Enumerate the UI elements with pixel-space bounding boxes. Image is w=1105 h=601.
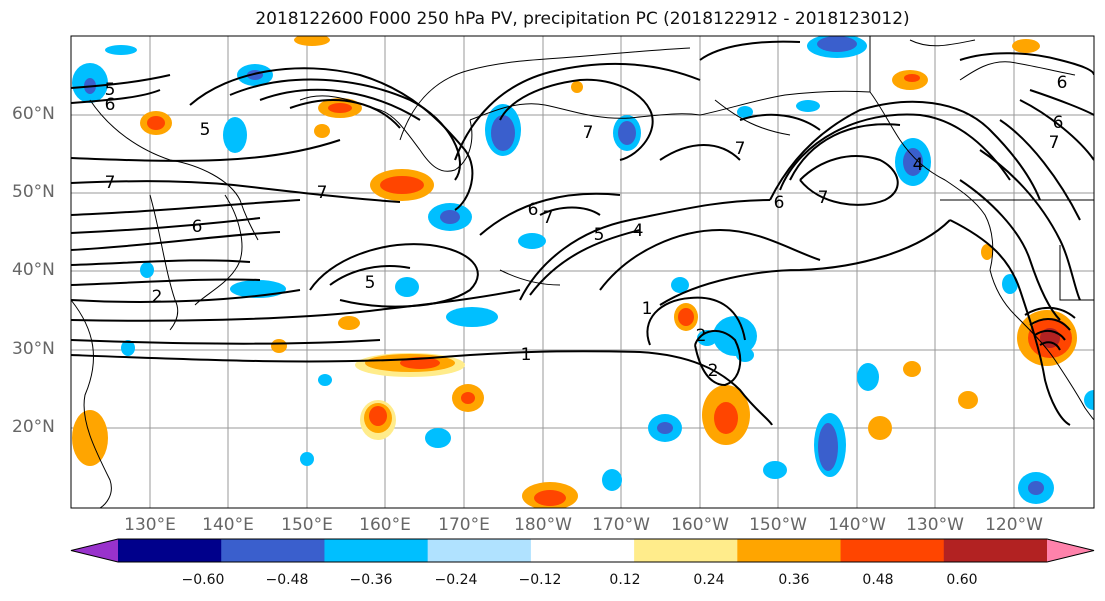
contour-label: 7 [735, 139, 746, 159]
colorbar-tick-label: 0.48 [862, 572, 894, 588]
contour-label: 6 [528, 200, 539, 220]
colorbar-segment [221, 539, 325, 562]
colorbar-tick-label: −0.48 [265, 572, 309, 588]
contour-label: 1 [642, 299, 653, 319]
lon-tick-label: 160°W [671, 515, 729, 535]
contour-label: 2 [152, 287, 163, 307]
lon-tick-label: 130°W [906, 515, 964, 535]
contour-label: 5 [200, 120, 211, 140]
contour-label: 4 [633, 221, 644, 241]
colorbar-segment [840, 539, 945, 562]
colorbar-segment [737, 539, 842, 562]
colorbar-segment [634, 539, 738, 562]
lon-tick-label: 150°E [281, 515, 333, 535]
lat-tick-label: 30°N [12, 339, 55, 359]
lat-tick-label: 40°N [12, 260, 55, 280]
contour-label: 4 [913, 155, 924, 175]
lon-tick-label: 150°W [749, 515, 807, 535]
contour-label: 2 [696, 326, 707, 346]
lon-tick-label: 140°E [202, 515, 254, 535]
lon-tick-label: 120°W [985, 515, 1043, 535]
colorbar-tick-label: 0.12 [609, 572, 641, 588]
precip-negative [72, 36, 1094, 504]
contour-label: 5 [594, 225, 605, 245]
contour-label: 7 [543, 208, 554, 228]
contour-label: 6 [192, 217, 203, 237]
contour-label: 1 [521, 345, 532, 365]
contour-label: 6 [105, 95, 116, 115]
contour-label: 6 [774, 193, 785, 213]
colorbar [70, 538, 1095, 563]
contour-label: 7 [583, 123, 594, 143]
colorbar-outline [70, 538, 1095, 563]
contour-label: 7 [105, 173, 116, 193]
colorbar-segment [118, 539, 222, 562]
lon-tick-label: 130°E [124, 515, 176, 535]
lat-tick-label: 50°N [12, 182, 55, 202]
figure-title: 2018122600 F000 250 hPa PV, precipitatio… [255, 9, 910, 29]
lon-tick-label: 170°W [592, 515, 650, 535]
contour-label: 6 [1053, 113, 1064, 133]
lon-tick-label: 170°E [438, 515, 490, 535]
colorbar-tick-label: 0.36 [778, 572, 810, 588]
lat-tick-label: 20°N [12, 417, 55, 437]
contour-label: 5 [105, 80, 116, 100]
colorbar-segment [324, 539, 429, 562]
colorbar-tick-label: 0.24 [693, 572, 725, 588]
contour-label: 5 [365, 273, 376, 293]
colorbar-extend-high [1047, 539, 1094, 562]
colorbar-segment [943, 539, 1048, 562]
colorbar-tick-label: −0.36 [349, 572, 393, 588]
colorbar-tick-label: −0.12 [518, 572, 562, 588]
colorbar-tick-label: −0.60 [181, 572, 225, 588]
contour-label: 6 [1057, 73, 1068, 93]
contour-label: 7 [317, 183, 328, 203]
lon-tick-label: 180°W [514, 515, 572, 535]
colorbar-tick-label: 0.60 [946, 572, 978, 588]
lon-tick-label: 160°E [359, 515, 411, 535]
contour-label: 7 [818, 188, 829, 208]
lat-tick-label: 60°N [12, 104, 55, 124]
pv-contours [71, 40, 1094, 426]
contour-label: 2 [708, 361, 719, 381]
colorbar-segment [427, 539, 532, 562]
contour-label: 7 [1049, 133, 1060, 153]
colorbar-tick-label: −0.24 [434, 572, 478, 588]
lon-tick-label: 140°W [828, 515, 886, 535]
colorbar-segment [530, 539, 635, 562]
colorbar-extend-low [71, 539, 118, 562]
